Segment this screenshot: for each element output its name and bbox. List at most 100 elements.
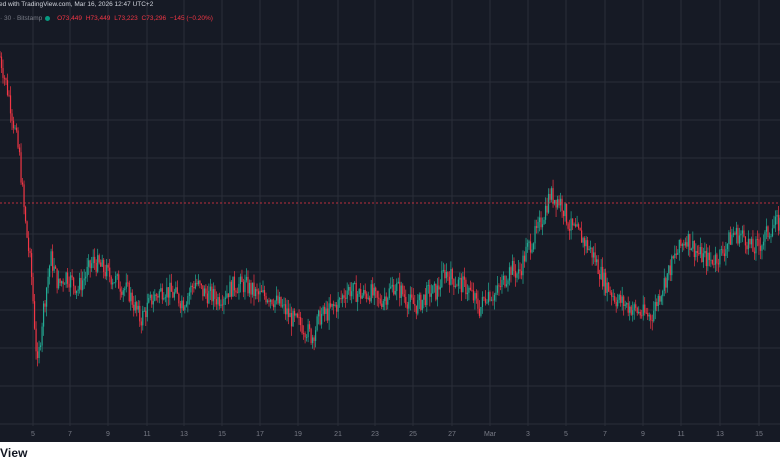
candle: [235, 287, 237, 297]
candle: [324, 302, 326, 322]
candle: [522, 250, 524, 284]
candle: [755, 236, 757, 261]
candle: [370, 279, 372, 304]
candle: [406, 301, 408, 318]
candle: [26, 220, 28, 239]
candle: [64, 282, 66, 285]
candle: [465, 277, 467, 300]
candle: [495, 285, 497, 302]
candle: [568, 219, 571, 240]
candle: [480, 306, 482, 318]
candle: [393, 278, 395, 296]
candle: [330, 294, 332, 309]
candle: [705, 243, 707, 275]
candle: [118, 270, 120, 289]
candle: [627, 296, 629, 317]
ohlc-open: O73,449: [57, 15, 83, 22]
candle: [313, 335, 315, 351]
candle: [435, 283, 437, 302]
candle: [624, 300, 626, 310]
candle: [695, 243, 697, 261]
candle: [2, 59, 4, 84]
candle: [58, 270, 60, 290]
candle: [289, 303, 291, 318]
candle: [573, 222, 575, 227]
candle: [185, 301, 187, 308]
candle: [298, 309, 300, 325]
candle: [537, 216, 539, 234]
candle: [140, 317, 142, 334]
candle: [170, 273, 172, 292]
candle: [295, 312, 297, 318]
candle: [423, 294, 425, 309]
candle: [543, 216, 545, 225]
candle: [632, 301, 634, 322]
candle: [163, 292, 165, 301]
candle: [534, 219, 536, 250]
candle: [175, 281, 177, 294]
candle: [526, 239, 529, 253]
candle: [379, 293, 381, 306]
candle: [62, 278, 64, 292]
candle: [145, 307, 147, 327]
candle: [339, 296, 341, 308]
x-axis-tick-label: 27: [448, 431, 456, 438]
candle: [230, 279, 233, 300]
candle: [756, 230, 759, 247]
candle: [218, 292, 221, 310]
candle: [149, 291, 151, 301]
candle: [251, 282, 254, 298]
candle: [414, 294, 416, 312]
candle: [750, 236, 753, 249]
candle: [550, 186, 553, 203]
candle: [507, 278, 509, 292]
candle: [587, 236, 589, 253]
candle: [209, 278, 212, 300]
candle: [516, 272, 518, 283]
candle: [744, 235, 747, 254]
candle: [188, 287, 190, 305]
candle: [549, 188, 551, 203]
candle: [650, 313, 652, 329]
candle: [160, 283, 162, 293]
candle: [178, 292, 180, 307]
candle: [698, 244, 700, 256]
candle: [82, 271, 84, 297]
candle: [173, 288, 175, 301]
candle: [584, 236, 586, 256]
candle: [674, 245, 676, 264]
candle: [384, 287, 386, 311]
candle: [48, 264, 51, 285]
candle: [665, 276, 667, 294]
candle: [9, 86, 12, 123]
candle: [638, 306, 640, 315]
candle: [232, 276, 234, 297]
candle: [124, 286, 126, 297]
candle: [749, 238, 751, 249]
candle: [636, 306, 638, 316]
candle: [424, 287, 426, 308]
candle: [719, 249, 721, 268]
candle: [738, 227, 741, 247]
candle: [133, 295, 135, 317]
candle: [420, 292, 422, 312]
price-chart[interactable]: 5 7 9 11 13 15 17 19 21 23 25 27 Mar 3 5 7 9 11 13 15: [0, 0, 780, 442]
candle: [121, 286, 123, 298]
candle: [333, 300, 335, 315]
x-axis-tick-label: 9: [106, 431, 110, 438]
candle: [331, 303, 333, 311]
candle: [675, 245, 677, 259]
candle: [531, 243, 533, 254]
candle: [73, 276, 75, 295]
candle: [86, 257, 88, 282]
candle: [477, 290, 479, 314]
candle: [426, 281, 428, 313]
candle: [271, 299, 273, 306]
chart-panel[interactable]: 5 7 9 11 13 15 17 19 21 23 25 27 Mar 3 5 7 9 11 13 15 ed wi…: [0, 0, 780, 442]
candle: [447, 271, 449, 281]
candle: [702, 247, 704, 268]
candle: [301, 318, 303, 335]
candle: [342, 293, 344, 308]
candle: [561, 195, 563, 218]
candle: [408, 293, 410, 315]
